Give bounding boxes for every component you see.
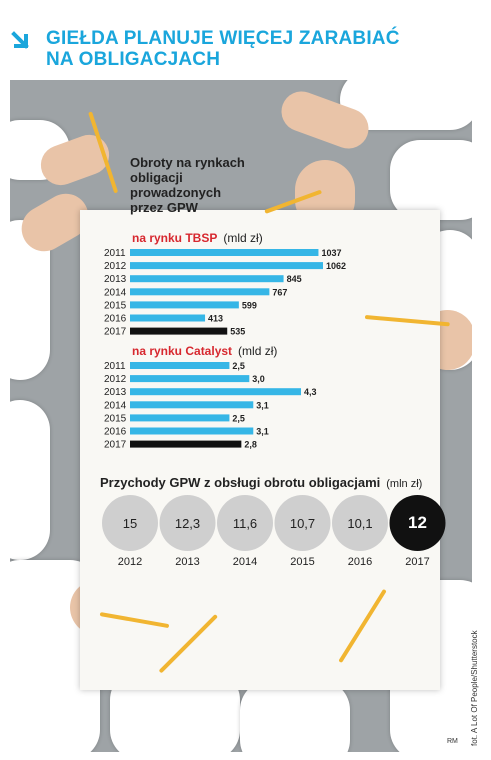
catalyst-year-label: 2013 xyxy=(104,387,127,398)
catalyst-year-label: 2016 xyxy=(104,427,127,438)
catalyst-value-label: 3,1 xyxy=(256,427,269,437)
catalyst-value-label: 4,3 xyxy=(304,387,317,397)
revenue-value-label: 15 xyxy=(123,516,137,531)
tbsp-bar xyxy=(130,301,239,309)
tbsp-value-label: 413 xyxy=(208,314,223,324)
chart-title: Obroty na rynkach obligacji prowadzonych… xyxy=(130,155,249,215)
tbsp-year-label: 2015 xyxy=(104,300,127,311)
catalyst-value-label: 2,5 xyxy=(232,361,245,371)
revenue-value-label: 12 xyxy=(408,513,427,532)
tbsp-bar xyxy=(130,249,319,256)
catalyst-year-label: 2017 xyxy=(104,440,127,451)
photo-credit: fot. A Lot Of People/Shutterstock xyxy=(470,630,479,746)
revenue-year-label: 2013 xyxy=(175,556,199,568)
tbsp-subtitle: na rynku TBSP (mld zł) xyxy=(132,231,263,245)
revenue-year-label: 2014 xyxy=(233,556,257,568)
title-line-1: GIEŁDA PLANUJE WIĘCEJ ZARABIAĆ xyxy=(46,28,400,49)
tbsp-value-label: 1062 xyxy=(326,261,346,271)
author-initials: RM xyxy=(447,738,458,745)
catalyst-year-label: 2012 xyxy=(104,374,127,385)
revenue-value-label: 10,1 xyxy=(347,516,372,531)
catalyst-subtitle: na rynku Catalyst (mld zł) xyxy=(132,344,277,358)
tbsp-bar xyxy=(130,327,228,335)
catalyst-year-label: 2014 xyxy=(104,400,127,411)
tbsp-year-label: 2012 xyxy=(104,261,127,272)
sleeve xyxy=(390,140,472,220)
tbsp-bar xyxy=(130,262,323,270)
catalyst-bar xyxy=(130,362,230,369)
tbsp-value-label: 599 xyxy=(242,300,257,310)
revenue-bubble-chart: 15 2012 12,3 2013 11,6 2014 10,7 2015 10,1 2016 12… xyxy=(102,495,446,568)
revenue-year-label: 2016 xyxy=(348,556,372,568)
tbsp-bar-chart: 2011 1037 2012 1062 2013 845 2014 767 2015 599 201… xyxy=(104,248,346,338)
revenue-bubble xyxy=(102,495,158,551)
tbsp-year-label: 2011 xyxy=(104,248,126,259)
catalyst-year-label: 2011 xyxy=(104,361,126,372)
revenue-bubble xyxy=(217,495,273,551)
tbsp-bar xyxy=(130,314,206,322)
sleeve xyxy=(10,400,50,560)
catalyst-bar xyxy=(130,401,254,409)
tbsp-value-label: 767 xyxy=(272,287,287,297)
tbsp-value-label: 535 xyxy=(230,327,245,337)
tbsp-bar xyxy=(130,288,270,296)
revenue-year-label: 2015 xyxy=(290,556,314,568)
catalyst-value-label: 3,0 xyxy=(252,374,265,384)
revenue-year-label: 2017 xyxy=(405,556,429,568)
revenue-bubble xyxy=(274,495,331,551)
tbsp-value-label: 1037 xyxy=(321,248,341,258)
revenue-bubble xyxy=(159,495,216,551)
tbsp-year-label: 2013 xyxy=(104,274,127,285)
catalyst-bar-chart: 2011 2,5 2012 3,0 2013 4,3 2014 3,1 2015 2,5 2016 3… xyxy=(104,361,317,451)
catalyst-bar xyxy=(130,375,250,383)
catalyst-bar xyxy=(130,414,230,422)
revenue-title: Przychody GPW z obsługi obrotu obligacja… xyxy=(100,475,422,490)
header: GIEŁDA PLANUJE WIĘCEJ ZARABIAĆ NA OBLIGA… xyxy=(0,0,491,78)
catalyst-bar xyxy=(130,388,301,396)
tbsp-bar xyxy=(130,275,284,283)
arrow-down-right-icon xyxy=(11,31,29,49)
catalyst-bar xyxy=(130,427,254,435)
revenue-bubble xyxy=(332,495,388,551)
sleeve xyxy=(240,680,350,752)
tbsp-year-label: 2016 xyxy=(104,314,127,325)
revenue-value-label: 11,6 xyxy=(233,516,257,531)
tbsp-year-label: 2014 xyxy=(104,287,127,298)
catalyst-value-label: 2,5 xyxy=(232,413,245,423)
catalyst-bar xyxy=(130,440,242,448)
revenue-value-label: 12,3 xyxy=(175,516,200,531)
catalyst-year-label: 2015 xyxy=(104,413,127,424)
revenue-bubble xyxy=(389,495,446,551)
title-line-2: NA OBLIGACJACH xyxy=(46,49,221,70)
catalyst-value-label: 2,8 xyxy=(244,440,257,450)
revenue-value-label: 10,7 xyxy=(290,516,315,531)
tbsp-year-label: 2017 xyxy=(104,327,127,338)
tbsp-value-label: 845 xyxy=(287,274,302,284)
revenue-year-label: 2012 xyxy=(118,556,142,568)
catalyst-value-label: 3,1 xyxy=(256,400,269,410)
page-title: GIEŁDA PLANUJE WIĘCEJ ZARABIAĆ NA OBLIGA… xyxy=(46,28,476,70)
